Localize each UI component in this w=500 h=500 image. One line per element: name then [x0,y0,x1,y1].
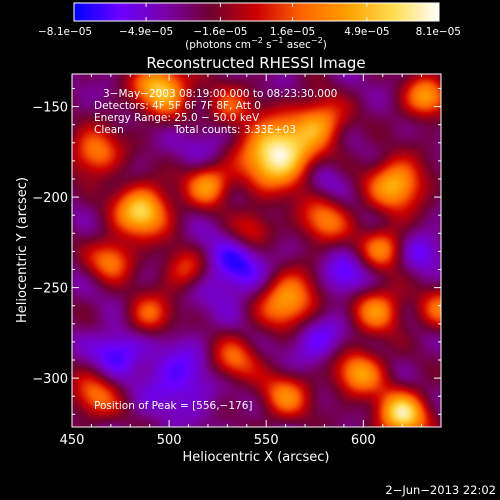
annotation-detectors: Detectors: 4F 5F 6F 7F 8F, Att 0 [94,100,261,112]
colorbar-tick-label: 4.9e−05 [344,26,389,38]
chart-title: Reconstructed RHESSI Image [146,54,365,72]
footer-timestamp: 2−Jun−2013 22:02 [385,483,496,497]
plot-frame [71,73,442,428]
annotation-time-range: 3−May−2003 08:19:00.000 to 08:23:30.000 [103,88,337,100]
x-tick-label: 550 [254,433,279,448]
annotations: 3−May−2003 08:19:00.000 to 08:23:30.000 … [94,88,337,412]
y-tick-label: −150 [32,101,68,116]
plot-area [72,74,441,427]
colorbar: −8.1e−05 −4.9e−05 −1.6e−05 1.6e−05 4.9e−05 8.… [38,2,461,51]
y-axis-label: Heliocentric Y (arcsec) [15,177,30,323]
x-axis-label: Heliocentric X (arcsec) [183,450,330,465]
annotation-total-counts: Total counts: 3.33E+03 [173,124,296,136]
x-axis-ticks: 450 500 550 600 [60,74,442,448]
colorbar-ticks: −8.1e−05 −4.9e−05 −1.6e−05 1.6e−05 4.9e−05 8.… [38,3,461,38]
colorbar-tick-label: 1.6e−05 [270,26,315,38]
y-tick-label: −200 [32,191,68,206]
annotation-clean: Clean [94,124,124,136]
heatmap-image [72,74,441,427]
colorbar-tick-label: −8.1e−05 [38,26,92,38]
colorbar-tick-label: 8.1e−05 [416,26,461,38]
x-tick-label: 450 [60,433,85,448]
x-tick-label: 600 [351,433,376,448]
y-tick-label: −300 [32,372,68,387]
colorbar-tick-label: −1.6e−05 [193,26,247,38]
annotation-energy-range: Energy Range: 25.0 − 50.0 keV [94,112,260,124]
colorbar-unit-label: (photons cm−2 s−1 asec−2) [185,36,327,51]
colorbar-tick-label: −4.9e−05 [119,26,173,38]
colorbar-ramp [73,2,440,22]
annotation-peak-position: Position of Peak = [556,−176] [94,400,253,412]
y-tick-label: −250 [32,282,68,297]
y-axis-ticks: −150 −200 −250 −300 [32,87,441,415]
x-tick-label: 500 [157,433,182,448]
